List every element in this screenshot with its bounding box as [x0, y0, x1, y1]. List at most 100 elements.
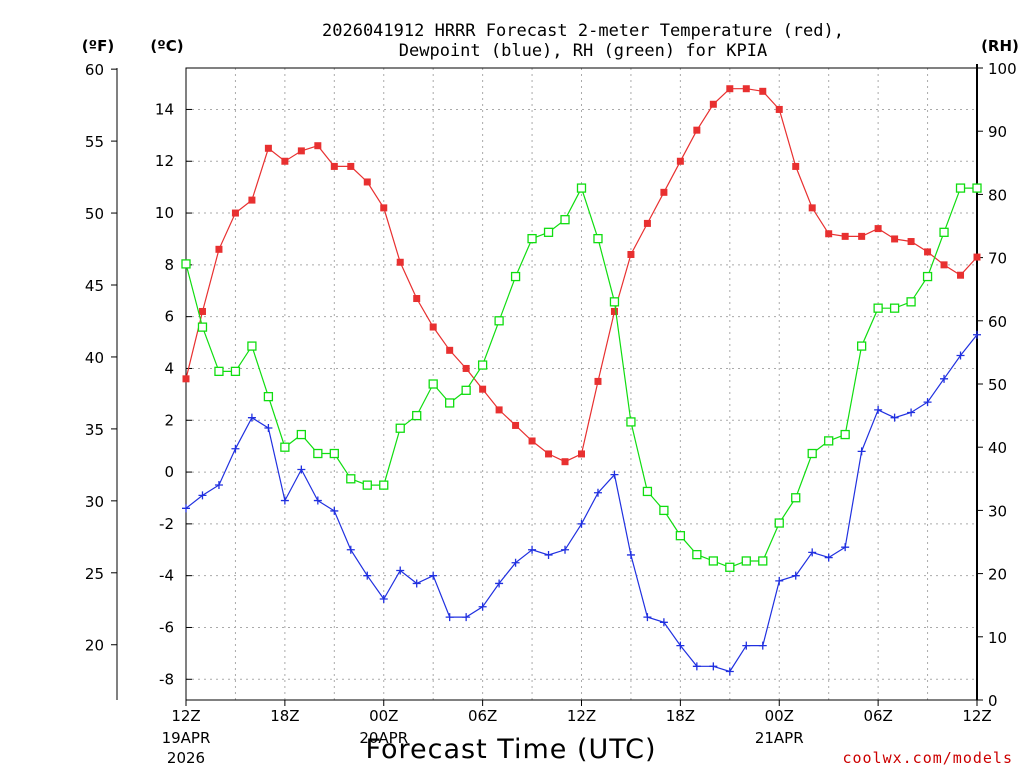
rh-point — [807, 448, 817, 459]
temperature-point — [808, 204, 816, 212]
dewpoint-point — [709, 662, 718, 671]
dewpoint-point — [808, 548, 817, 557]
rh-point — [576, 183, 587, 193]
rh-point — [527, 233, 537, 244]
rh-point — [609, 297, 620, 307]
x-tick-label: 18Z — [666, 707, 695, 725]
dewpoint-point — [577, 519, 586, 528]
rh-point — [362, 480, 372, 490]
temperature-point — [957, 271, 965, 279]
temperature-point — [924, 248, 932, 256]
temperature-point — [825, 230, 833, 238]
temperature-point — [841, 232, 849, 240]
fahrenheit-tick-label: 40 — [85, 349, 104, 367]
dewpoint-point — [775, 576, 784, 585]
temperature-point — [742, 85, 750, 93]
fahrenheit-unit-label: (ºF) — [82, 37, 114, 55]
temperature-point — [561, 458, 569, 466]
dewpoint-point — [973, 330, 981, 339]
temperature-point — [973, 253, 981, 261]
rh-tick-label: 10 — [988, 629, 1007, 647]
x-tick-label: 12Z — [171, 707, 200, 725]
rh-tick-label: 60 — [988, 313, 1007, 331]
rh-point — [922, 271, 933, 282]
temperature-point — [479, 385, 487, 393]
dewpoint-point — [907, 408, 916, 417]
celsius-tick-label: -4 — [159, 567, 174, 585]
temperature-point — [314, 142, 322, 150]
dewpoint-point — [692, 662, 701, 671]
rh-line — [185, 186, 977, 568]
rh-point — [296, 429, 307, 440]
dewpoint-point — [890, 413, 899, 422]
dewpoint-point — [940, 374, 949, 383]
celsius-tick-label: 0 — [164, 463, 174, 481]
dewpoint-point — [659, 618, 668, 627]
dewpoint-point — [626, 550, 635, 559]
dewpoint-point — [742, 641, 751, 650]
temperature-point — [693, 126, 701, 134]
dewpoint-point — [791, 571, 800, 580]
temperature-point — [264, 144, 272, 152]
rh-point — [692, 549, 702, 560]
dewpoint-point — [561, 545, 570, 554]
dewpoint-point — [528, 545, 537, 554]
rh-point — [560, 215, 570, 225]
credit-text: coolwx.com/models — [842, 749, 1013, 767]
temperature-point — [545, 450, 553, 458]
rh-point — [642, 486, 653, 497]
x-tick-label: 12Z — [567, 707, 596, 725]
rh-point — [494, 316, 504, 326]
dewpoint-point — [330, 506, 339, 515]
rh-point — [313, 448, 323, 459]
dewpoint-point — [478, 602, 487, 611]
temperature-point — [676, 157, 684, 165]
temperature-point — [709, 100, 717, 108]
celsius-tick-label: -8 — [159, 670, 174, 688]
rh-point — [346, 474, 356, 484]
dewpoint-point — [198, 491, 207, 500]
fahrenheit-tick-label: 25 — [85, 565, 104, 583]
rh-point — [774, 518, 784, 528]
dewpoint-point — [346, 545, 355, 554]
celsius-tick-label: 4 — [164, 359, 174, 377]
rh-tick-label: 80 — [988, 186, 1007, 204]
celsius-tick-label: 14 — [155, 100, 174, 118]
temperature-point — [396, 258, 404, 266]
rh-point — [626, 417, 636, 427]
dewpoint-point — [544, 550, 553, 559]
rh-tick-label: 90 — [988, 123, 1007, 141]
fahrenheit-tick-label: 50 — [85, 205, 104, 223]
rh-tick-label: 30 — [988, 502, 1007, 520]
celsius-tick-label: 2 — [164, 411, 174, 429]
x-tick-date-label: 19APR — [162, 729, 211, 747]
temperature-point — [907, 238, 915, 246]
x-tick-label: 00Z — [765, 707, 794, 725]
dewpoint-point — [429, 571, 438, 580]
temperature-point — [495, 406, 503, 414]
x-tick-label: 06Z — [468, 707, 497, 725]
temperature-point — [182, 375, 190, 383]
temperature-point — [363, 178, 371, 186]
rh-point — [675, 531, 686, 541]
temperature-point — [215, 245, 223, 253]
celsius-tick-label: -6 — [159, 618, 174, 636]
temperature-point — [891, 235, 899, 243]
fahrenheit-tick-label: 30 — [85, 493, 104, 511]
rh-point — [395, 423, 405, 433]
rh-point — [840, 429, 850, 440]
dewpoint-point — [297, 465, 306, 474]
celsius-tick-label: 8 — [164, 256, 174, 274]
rh-point — [873, 303, 883, 313]
dewpoint-point — [280, 496, 289, 505]
rh-point — [791, 493, 801, 503]
grid-lines — [186, 68, 977, 700]
x-axis-title: Forecast Time (UTC) — [365, 734, 656, 765]
rh-point — [510, 271, 521, 282]
temperature-point — [281, 157, 289, 165]
rh-point — [593, 233, 603, 244]
dewpoint-point — [264, 424, 273, 433]
data-series — [181, 85, 982, 676]
rh-point — [659, 505, 669, 516]
